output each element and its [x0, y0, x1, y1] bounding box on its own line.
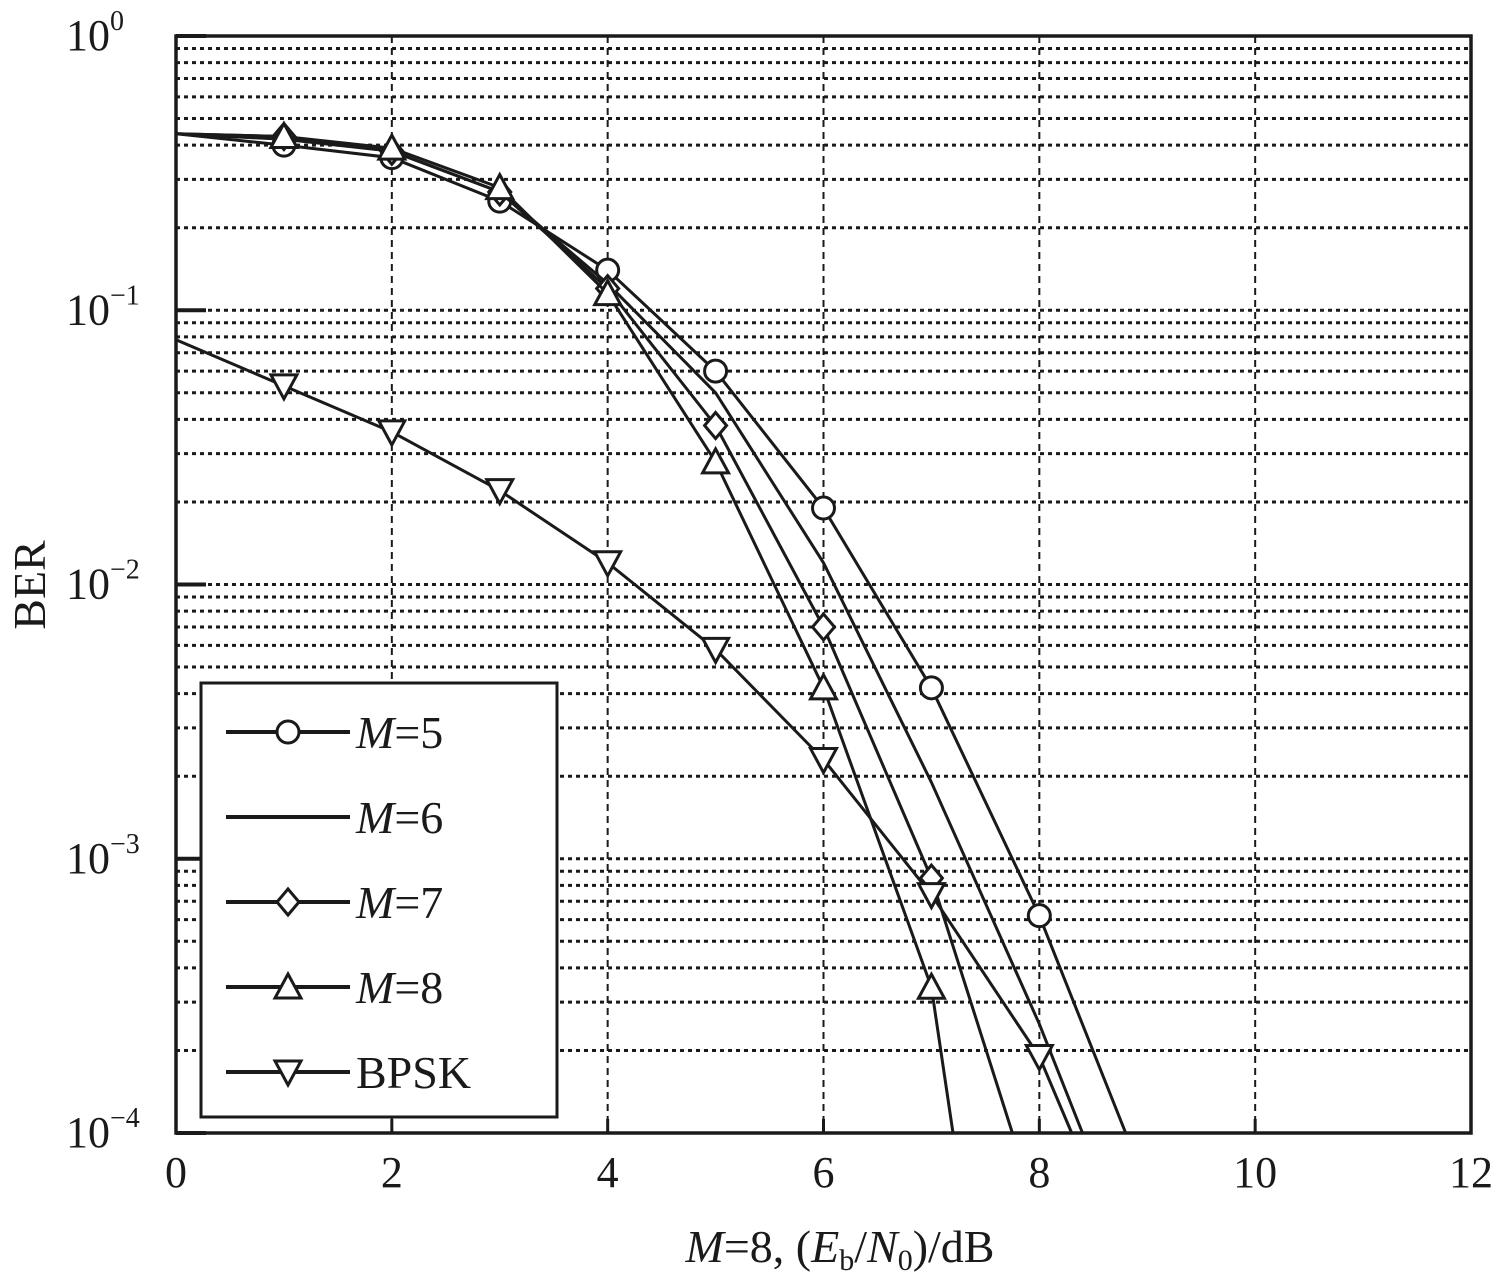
legend-label: M=7 [355, 877, 443, 928]
data-point-circle [811, 495, 836, 521]
legend-label: M=5 [355, 707, 443, 758]
data-point-circle [275, 719, 301, 745]
data-point-triangle-down [915, 882, 947, 911]
series-line [175, 338, 1074, 1134]
y-tick-label: 10−2 [66, 555, 140, 609]
data-point-triangle-down [700, 636, 732, 666]
data-point-triangle-down [807, 747, 840, 776]
data-point-triangle-up [376, 132, 408, 161]
data-point-triangle-up [700, 445, 732, 475]
series-line [175, 132, 1128, 1134]
data-point-triangle-down [268, 373, 300, 403]
data-point-triangle-up [807, 671, 840, 701]
legend-item: M=8 [226, 962, 443, 1013]
data-point-triangle-down [484, 478, 516, 507]
data-point-triangle-up [484, 171, 516, 201]
x-tick-label: 2 [381, 1148, 403, 1197]
legend-item: M=6 [226, 792, 443, 843]
y-tick-label: 10−3 [66, 829, 140, 883]
legend-label: BPSK [356, 1047, 471, 1098]
legend-label: M=8 [355, 962, 443, 1013]
data-point-diamond [275, 886, 301, 918]
data-point-triangle-up [915, 971, 947, 1000]
y-axis-label: BER [4, 540, 55, 630]
data-point-triangle-up [268, 120, 300, 150]
data-point-triangle-down [376, 419, 408, 449]
data-point-triangle-up [592, 277, 624, 307]
data-point-circle [1026, 903, 1052, 929]
legend-item: M=7 [226, 877, 443, 928]
x-tick-label: 10 [1233, 1148, 1277, 1197]
legend-item: BPSK [226, 1047, 471, 1098]
x-tick-label: 4 [597, 1148, 619, 1197]
data-point-triangle-down [1023, 1044, 1055, 1073]
data-point-triangle-down [272, 1059, 304, 1089]
y-tick-label: 10−4 [66, 1103, 140, 1157]
data-point-diamond [810, 611, 837, 643]
data-point-triangle-down [592, 550, 624, 579]
x-tick-label: 0 [165, 1148, 187, 1197]
axis-ticks: 0 2 4 6 8 10 12 100 10−1 10−2 10−3 10−4 [66, 6, 1493, 1197]
x-tick-label: 6 [813, 1148, 835, 1197]
x-axis-label: M=8, (Eb/N0)/dB [685, 1221, 995, 1275]
data-point-diamond [702, 410, 729, 441]
data-point-triangle-up [272, 970, 304, 1000]
series-m-8 [175, 120, 955, 1134]
series-lines [175, 120, 1128, 1134]
data-point-circle [918, 675, 944, 701]
y-tick-label: 100 [66, 6, 124, 60]
legend-label: M=6 [355, 792, 443, 843]
data-point-circle [703, 358, 729, 384]
x-tick-label: 12 [1449, 1148, 1493, 1197]
series-bpsk [175, 338, 1074, 1134]
y-tick-label: 10−1 [66, 280, 140, 334]
legend-item: M=5 [226, 707, 443, 758]
x-tick-label: 8 [1028, 1148, 1050, 1197]
legend: M=5 M=6 M=7 M=8 BPSK [199, 681, 559, 1119]
